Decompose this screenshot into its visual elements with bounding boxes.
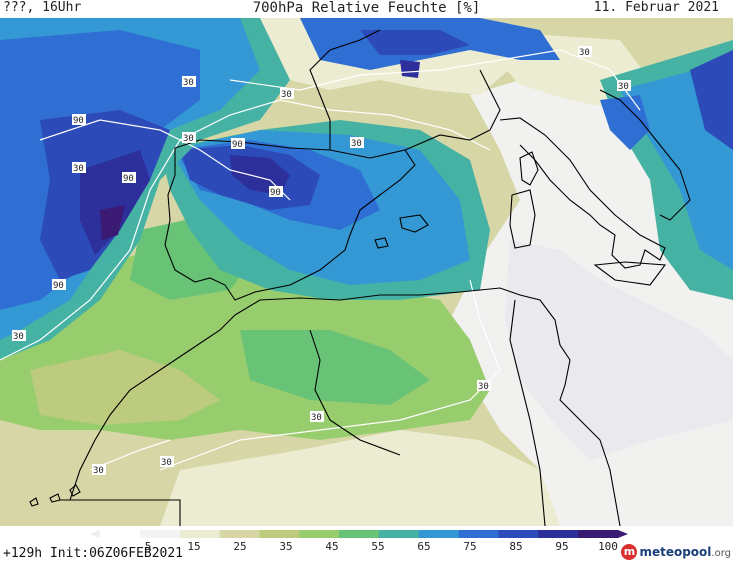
contour-label-30: 30 <box>478 382 489 392</box>
colorbar-segment <box>578 530 619 538</box>
dry-core <box>505 240 733 460</box>
colorbar-segment <box>498 530 539 538</box>
meteopool-logo[interactable]: m meteopool.org <box>621 544 731 560</box>
contour-label-30: 30 <box>281 90 292 100</box>
contour-label-90: 90 <box>270 188 281 198</box>
contour-label-90: 90 <box>232 140 243 150</box>
contour-label-30: 30 <box>351 139 362 149</box>
contour-label-30: 30 <box>93 466 104 476</box>
contour-label-30: 30 <box>183 134 194 144</box>
colorbar-tick-label: 75 <box>463 540 477 553</box>
contour-label-90: 90 <box>73 116 84 126</box>
north-core <box>400 60 420 78</box>
coastlines <box>29 29 691 526</box>
colorbar-tick-label: 55 <box>371 540 385 553</box>
logo-name: meteopool <box>639 545 712 559</box>
colorbar <box>0 526 733 545</box>
contour-label-30-extra: 30 <box>161 458 172 468</box>
colorbar-arrow-low <box>90 530 100 538</box>
map-title: 700hPa Relative Feuchte [%] <box>252 0 481 16</box>
colorbar-segment <box>219 530 260 538</box>
colorbar-tick-label: 100 <box>598 540 618 553</box>
logo-domain: .org <box>711 548 731 559</box>
map-header: ???, 16Uhr 700hPa Relative Feuchte [%] 1… <box>0 0 733 18</box>
colorbar-tick-label: 85 <box>509 540 523 553</box>
colorbar-segment <box>458 530 499 538</box>
contour-label-90: 90 <box>123 174 134 184</box>
contour-label-30: 30 <box>579 48 590 58</box>
colorbar-segment <box>378 530 420 538</box>
colorbar-segment <box>339 530 380 538</box>
logo-text: meteopool.org <box>639 545 731 559</box>
colorbar-arrow <box>618 530 628 538</box>
forecast-date: 11. Februar 2021 <box>593 0 719 15</box>
colorbar-strip <box>90 530 628 538</box>
contour-label-30: 30 <box>13 332 24 342</box>
map-footer: 5 15 25 35 45 55 65 75 85 95 100 +129h Init:06Z06F… <box>0 526 733 566</box>
colorbar-tick-label: 45 <box>325 540 339 553</box>
forecast-day-time: ???, 16Uhr <box>3 0 82 15</box>
atlantic-core <box>100 205 125 240</box>
colorbar-tick-label: 65 <box>417 540 431 553</box>
colorbar-segment <box>259 530 300 538</box>
colorbar-tick-label: 35 <box>279 540 293 553</box>
balkans-navy <box>690 50 733 150</box>
light-tan-sahara <box>160 430 560 526</box>
colorbar-segment <box>538 530 579 538</box>
init-time: +129h Init:06Z06FEB2021 <box>3 546 184 561</box>
contour-label-30: 30 <box>311 413 322 423</box>
green-light <box>240 330 430 405</box>
colorbar-segment <box>139 530 181 538</box>
contour-lines <box>0 49 641 471</box>
green-pale <box>30 350 220 425</box>
colorbar-tick-label: 5 <box>144 540 152 553</box>
meteopool-icon: m <box>621 544 638 560</box>
contour-label-30: 30 <box>618 82 629 92</box>
colorbar-segment <box>179 530 221 538</box>
colorbar-tick-label: 15 <box>187 540 201 553</box>
colorbar-segment <box>418 530 460 538</box>
colorbar-segment <box>299 530 340 538</box>
contour-label-30: 30 <box>183 78 194 88</box>
humidity-map: 30 30 30 30 30 30 30 30 30 30 30 90 90 9… <box>0 18 733 526</box>
colorbar-segment <box>100 530 141 538</box>
north-navy <box>360 30 470 55</box>
colorbar-tick-label: 25 <box>233 540 247 553</box>
contour-label-30: 30 <box>73 164 84 174</box>
adriatic-blue <box>600 95 650 150</box>
contour-labels: 30 30 30 30 30 30 30 30 30 30 30 90 90 9… <box>12 46 631 476</box>
contour-label-90: 90 <box>53 281 64 291</box>
colorbar-tick-label: 95 <box>555 540 569 553</box>
